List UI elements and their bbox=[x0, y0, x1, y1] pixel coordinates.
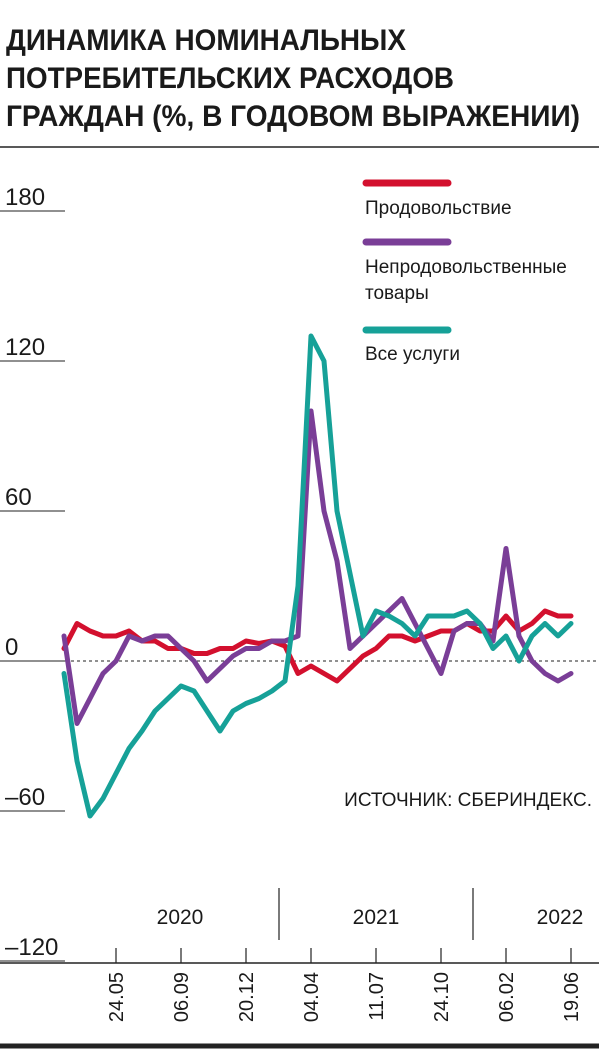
y-tick-label: 60 bbox=[5, 484, 32, 511]
x-tick-label: 24.05 bbox=[106, 972, 128, 1022]
x-tick-label: 06.09 bbox=[171, 972, 193, 1022]
y-tick-label: –120 bbox=[5, 934, 58, 961]
legend-label: Непродовольственные товары bbox=[365, 257, 567, 304]
x-tick-label: 11.07 bbox=[366, 972, 388, 1021]
x-tick-label: 19.06 bbox=[561, 972, 583, 1022]
y-tick-label: 0 bbox=[5, 634, 18, 661]
year-label: 2020 bbox=[157, 906, 204, 929]
x-tick-label: 24.10 bbox=[431, 972, 453, 1022]
series-line bbox=[61, 333, 574, 819]
x-tick-label: 20.12 bbox=[236, 972, 258, 1022]
chart-title: ДИНАМИКА НОМИНАЛЬНЫХ bbox=[6, 24, 406, 57]
y-tick-label: –60 bbox=[5, 784, 45, 811]
x-tick-label: 04.04 bbox=[301, 972, 323, 1022]
year-label: 2022 bbox=[537, 906, 584, 929]
legend-label: Все услуги bbox=[365, 344, 460, 365]
year-label: 2021 bbox=[353, 906, 400, 929]
series-line bbox=[61, 408, 574, 726]
x-tick-label: 06.02 bbox=[496, 972, 518, 1022]
source: ИСТОЧНИК: СБЕРИНДЕКС. bbox=[344, 790, 592, 811]
chart-title: ПОТРЕБИТЕЛЬСКИХ РАСХОДОВ bbox=[6, 62, 454, 95]
y-tick-label: 180 bbox=[5, 184, 45, 211]
y-tick-label: 120 bbox=[5, 334, 45, 361]
chart-title: ГРАЖДАН (%, В ГОДОВОМ ВЫРАЖЕНИИ) bbox=[6, 100, 580, 133]
legend-label: Продовольствие bbox=[365, 198, 512, 219]
